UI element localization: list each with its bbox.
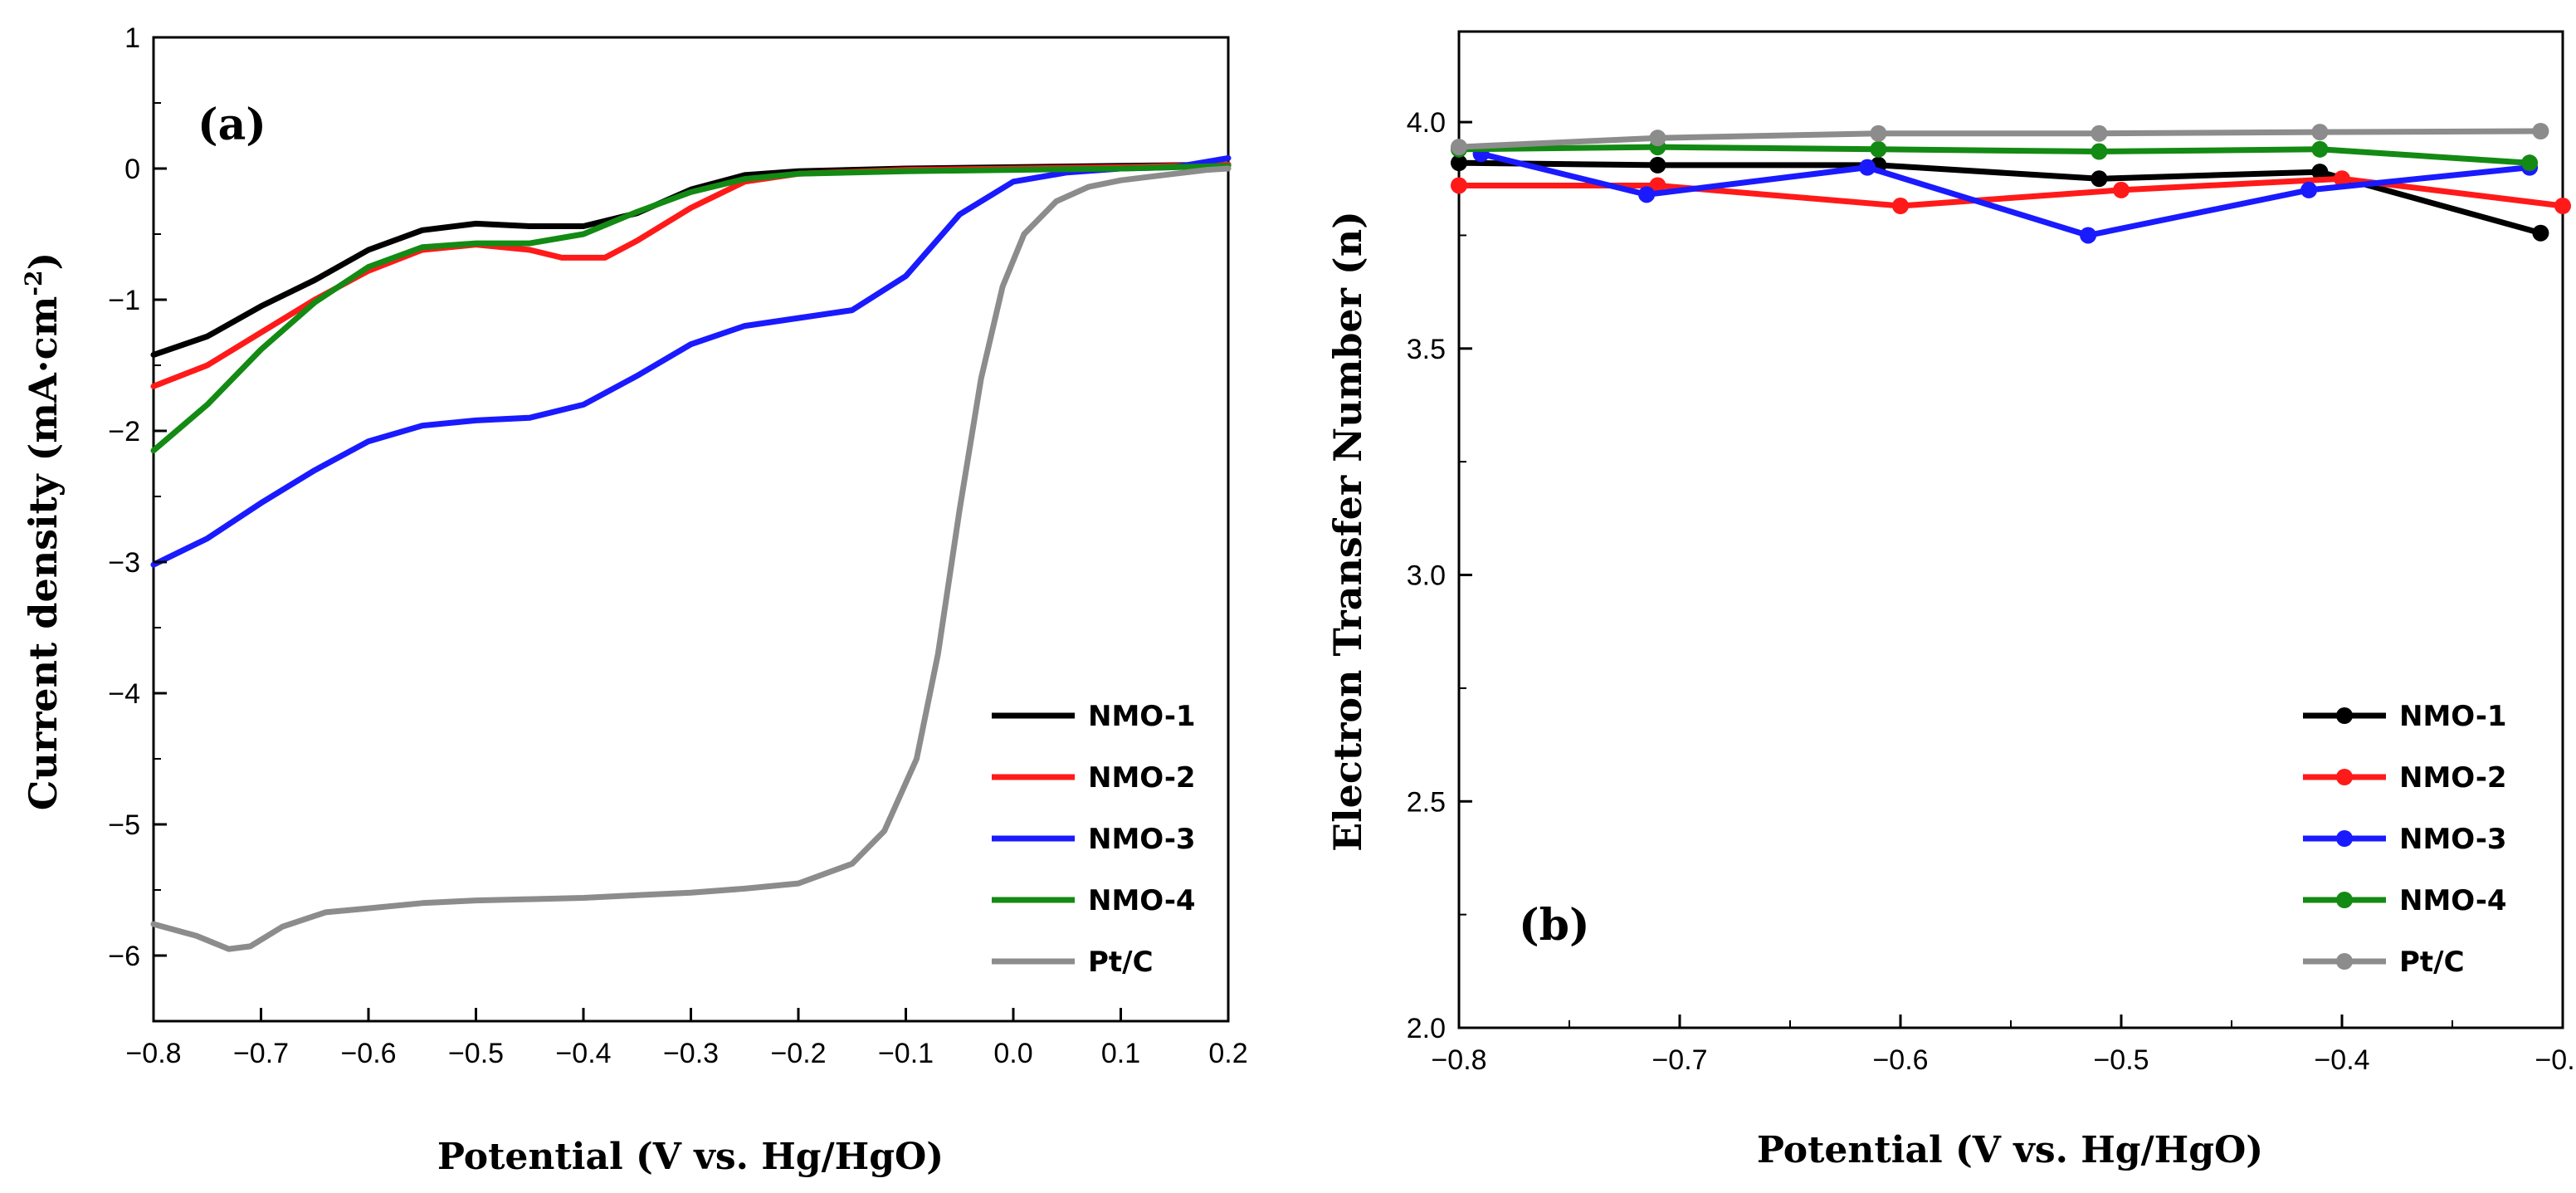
x-tick-label-a-3: −0.5 <box>448 1038 504 1069</box>
legend-marker-b-nmo-2 <box>2336 769 2353 785</box>
x-tick-label-a-7: −0.1 <box>878 1038 934 1069</box>
series-line-b-nmo-4 <box>1456 144 2533 166</box>
x-tick-label-a-1: −0.7 <box>233 1038 289 1069</box>
series-line-a-nmo-3 <box>150 154 1232 568</box>
y-tick-label-b-1: 2.5 <box>1407 786 1446 818</box>
x-axis-label-b: Potential (V vs. Hg/HgO) <box>1757 1129 2263 1171</box>
y-tick-label-a-0: 1 <box>124 22 140 54</box>
y-tick-label-a-7: −6 <box>108 941 140 972</box>
y-tick-label-b-2: 3.0 <box>1407 560 1446 592</box>
y-axis-label-a-sup: -2 <box>20 271 47 296</box>
data-point-b-nmo-2-5 <box>2554 198 2571 214</box>
data-point-b-nmo-2-3 <box>2113 181 2130 198</box>
data-point-b-nmo-3-4 <box>2300 181 2318 198</box>
legend-label-b-nmo-4: NMO-4 <box>2399 884 2507 917</box>
data-point-b-pt-c-4 <box>2311 124 2329 141</box>
x-tick-label-b-1: −0.7 <box>1651 1044 1707 1076</box>
panel-label-b: (b) <box>1519 900 1590 951</box>
data-point-b-nmo-3-3 <box>2080 227 2097 244</box>
x-tick-label-b-2: −0.6 <box>1872 1044 1928 1076</box>
legend-a: NMO-1 NMO-2 NMO-3 NMO-4 Pt/C <box>992 700 1196 979</box>
series-line-b-nmo-3 <box>1478 150 2533 238</box>
data-point-b-nmo-4-5 <box>2521 154 2539 172</box>
y-axis-label-a: Current density (mA·cm-2) <box>20 252 66 810</box>
y-tick-label-b-3: 3.5 <box>1407 334 1446 365</box>
y-axis-label-a-close: ) <box>21 252 66 271</box>
data-point-b-nmo-3-1 <box>1638 186 1656 203</box>
legend-marker-b-nmo-1 <box>2336 707 2353 724</box>
y-tick-label-a-1: 0 <box>124 154 140 185</box>
data-point-b-nmo-1-5 <box>2532 224 2549 242</box>
data-point-b-nmo-3-2 <box>1859 159 1876 176</box>
data-point-b-nmo-4-2 <box>1870 140 1887 158</box>
x-tick-label-b-4: −0.4 <box>2314 1044 2369 1076</box>
x-tick-label-b-3: −0.5 <box>2093 1044 2149 1076</box>
x-tick-label-a-5: −0.3 <box>663 1038 719 1069</box>
x-tick-label-a-0: −0.8 <box>125 1038 181 1069</box>
legend-b: NMO-1 NMO-2 NMO-3 NMO-4 Pt/C <box>2303 700 2507 979</box>
data-point-b-nmo-4-4 <box>2311 140 2329 158</box>
data-point-b-pt-c-0 <box>1451 139 1467 156</box>
y-tick-label-a-5: −4 <box>108 678 140 710</box>
plot-area-a <box>152 36 1230 1023</box>
x-tick-label-a-10: 0.2 <box>1208 1038 1247 1069</box>
data-point-b-nmo-4-3 <box>2091 143 2108 160</box>
data-point-b-nmo-1-3 <box>2091 170 2108 188</box>
x-tick-label-a-2: −0.6 <box>340 1038 396 1069</box>
legend-label-a-nmo-1: NMO-1 <box>1088 700 1196 733</box>
series-line-a-pt-c <box>150 165 1232 952</box>
chart-panel-b: −0.8−0.7−0.6−0.5−0.4−0.32.02.53.03.54.0 … <box>1325 30 2576 1171</box>
x-tick-label-a-4: −0.4 <box>555 1038 611 1069</box>
legend-label-b-nmo-2: NMO-2 <box>2399 761 2507 795</box>
legend-label-b-nmo-3: NMO-3 <box>2399 823 2507 856</box>
data-point-b-pt-c-1 <box>1649 130 1666 147</box>
x-tick-label-b-0: −0.8 <box>1431 1044 1486 1076</box>
legend-label-b-nmo-1: NMO-1 <box>2399 700 2507 733</box>
x-tick-label-a-6: −0.2 <box>770 1038 826 1069</box>
data-point-b-nmo-1-1 <box>1649 156 1666 174</box>
y-tick-label-a-4: −3 <box>108 547 140 579</box>
data-point-b-nmo-1-0 <box>1451 154 1467 172</box>
y-tick-label-a-6: −5 <box>108 809 140 841</box>
x-tick-label-a-9: 0.1 <box>1101 1038 1140 1069</box>
y-tick-label-b-4: 4.0 <box>1407 107 1446 139</box>
legend-label-a-nmo-4: NMO-4 <box>1088 884 1196 917</box>
chart-panel-a: −0.8 −0.7 −0.6 −0.5 −0.4 −0.3 −0.2 −0.1 0.0 0.1 0.… <box>20 22 1248 1178</box>
legend-label-b-pt-c: Pt/C <box>2399 946 2465 979</box>
data-point-b-pt-c-2 <box>1870 125 1887 142</box>
series-line-b-pt-c <box>1456 128 2544 150</box>
y-tick-label-a-2: −1 <box>108 285 140 316</box>
data-point-b-nmo-2-2 <box>1892 198 1909 214</box>
y-tick-label-b-0: 2.0 <box>1407 1013 1446 1044</box>
y-axis-label-b: Electron Transfer Number (n) <box>1325 211 1370 852</box>
data-point-b-pt-c-5 <box>2532 123 2549 139</box>
x-tick-label-a-8: 0.0 <box>993 1038 1032 1069</box>
legend-marker-b-nmo-4 <box>2336 892 2353 908</box>
data-point-b-nmo-2-4 <box>2334 170 2350 188</box>
legend-label-a-pt-c: Pt/C <box>1088 946 1154 979</box>
data-point-b-nmo-1-4 <box>2311 164 2329 181</box>
legend-marker-b-pt-c <box>2336 953 2353 970</box>
y-tick-label-a-3: −2 <box>108 416 140 447</box>
data-point-b-nmo-2-1 <box>1649 177 1666 194</box>
legend-label-a-nmo-3: NMO-3 <box>1088 823 1196 856</box>
legend-label-a-nmo-2: NMO-2 <box>1088 761 1196 795</box>
panel-label-a: (a) <box>198 100 266 150</box>
x-axis-label-a: Potential (V vs. Hg/HgO) <box>437 1136 944 1178</box>
legend-marker-b-nmo-3 <box>2336 830 2353 847</box>
data-point-b-nmo-2-0 <box>1451 177 1467 194</box>
data-point-b-pt-c-3 <box>2091 125 2108 142</box>
y-axis-label-a-main: Current density (mA·cm <box>21 296 66 811</box>
x-tick-label-b-5: −0.3 <box>2535 1044 2576 1076</box>
series-line-a-nmo-4 <box>150 163 1232 454</box>
